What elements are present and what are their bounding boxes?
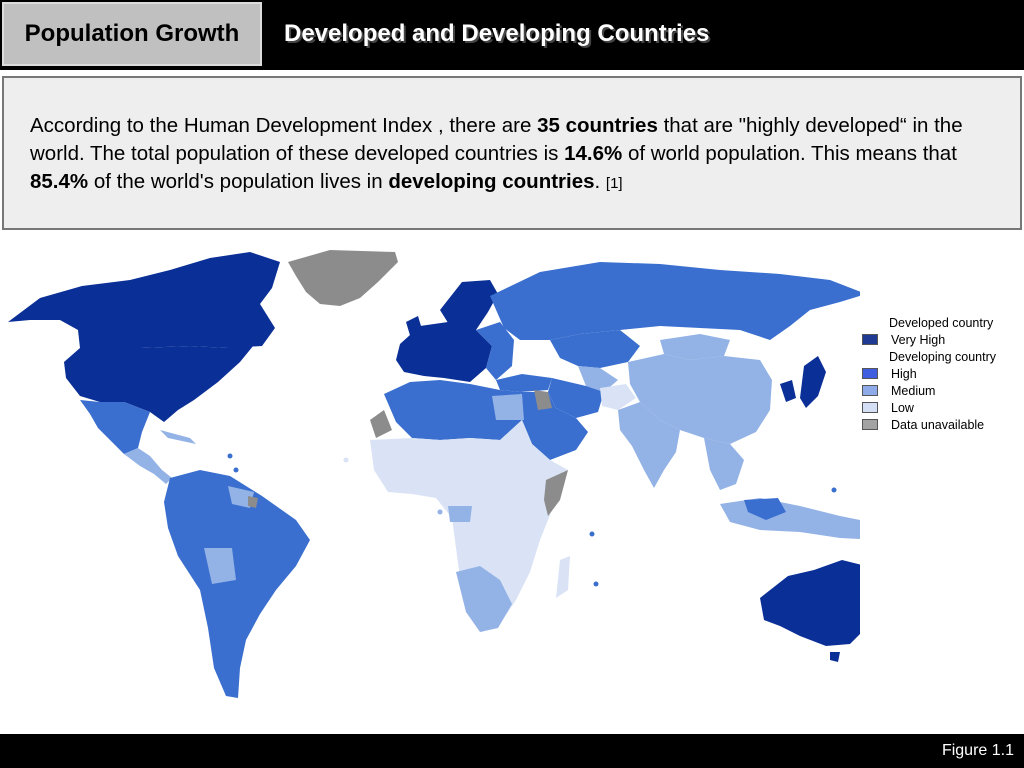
- world-map-svg: [8, 250, 995, 698]
- map-region-usa: [64, 340, 258, 422]
- legend-label: High: [891, 366, 917, 381]
- legend-item: Low: [862, 399, 1022, 416]
- map-region-gabon: [448, 506, 472, 522]
- map-region-korea: [780, 380, 796, 402]
- text-bold: 35 countries: [537, 114, 658, 137]
- map-legend: Developed country Very High Developing c…: [862, 314, 1022, 433]
- slide-title: Developed and Developing Countries: [284, 20, 710, 47]
- map-region-russia: [490, 262, 866, 340]
- map-region-turkey: [496, 374, 552, 392]
- map-region-uk: [406, 316, 424, 342]
- description-box: According to the Human Development Index…: [2, 76, 1022, 230]
- text-part: that are "highly developed“ in the world…: [30, 114, 963, 165]
- legend-swatch: [862, 385, 878, 396]
- map-island: [593, 581, 599, 587]
- header-bar: Population Growth Developed and Developi…: [0, 0, 1024, 70]
- legend-label: Developed country: [889, 315, 994, 330]
- map-region-scandinavia: [440, 280, 498, 334]
- legend-swatch: [862, 402, 878, 413]
- map-island: [233, 467, 239, 473]
- map-region-australia: [760, 560, 880, 646]
- map-region-southern-africa: [456, 566, 512, 632]
- legend-label: Data unavailable: [891, 417, 985, 432]
- legend-item: Very High: [862, 331, 1022, 348]
- text-part: of the world's population lives in: [88, 170, 389, 193]
- map-region-indonesia: [720, 498, 900, 540]
- map-region-subsaharan-africa: [370, 420, 568, 632]
- legend-swatch: [862, 419, 878, 430]
- map-island: [437, 509, 443, 515]
- legend-swatch: [862, 368, 878, 379]
- map-region-caribbean: [160, 430, 196, 444]
- map-region-malaysia: [744, 498, 786, 520]
- text-bold: developing countries: [388, 170, 595, 193]
- legend-item: Developed country: [862, 314, 1022, 331]
- legend-label: Low: [891, 400, 914, 415]
- map-island: [227, 453, 233, 459]
- map-region-somalia-na: [544, 470, 568, 516]
- map-region-central-asia-low: [578, 366, 618, 392]
- world-map: [0, 240, 995, 710]
- legend-label: Developing country: [889, 349, 997, 364]
- map-region-iraq-na: [534, 390, 552, 410]
- figure-label: Figure 1.1: [941, 742, 1014, 759]
- map-region-egypt: [492, 394, 524, 420]
- text-part: of world population. This means that: [622, 142, 957, 165]
- footer-bar: Figure 1.1: [0, 734, 1024, 768]
- map-region-mongolia: [660, 334, 730, 360]
- section-tab[interactable]: Population Growth: [2, 2, 262, 66]
- map-region-madagascar: [556, 556, 570, 598]
- map-region-canada: [8, 252, 280, 348]
- map-region-north-africa: [384, 380, 522, 440]
- legend-label: Medium: [891, 383, 936, 398]
- map-region-iran: [548, 378, 604, 418]
- map-region-mexico: [80, 400, 150, 454]
- map-region-afghanistan: [600, 384, 636, 410]
- legend-swatch: [862, 334, 878, 345]
- map-region-south-america: [164, 470, 310, 698]
- legend-item: Developing country: [862, 348, 1022, 365]
- map-region-bolivia: [204, 548, 236, 584]
- legend-label: Very High: [891, 332, 946, 347]
- legend-item: Medium: [862, 382, 1022, 399]
- map-region-china: [628, 354, 772, 444]
- map-region-french-guiana: [248, 496, 258, 508]
- map-region-guyana: [228, 486, 254, 508]
- map-region-west-sahara-na: [370, 410, 392, 438]
- map-island: [343, 457, 349, 463]
- text-part: According to the Human Development Index…: [30, 114, 538, 137]
- legend-item: High: [862, 365, 1022, 382]
- map-region-central-asia: [550, 330, 640, 368]
- map-region-central-america: [124, 448, 172, 484]
- map-region-greenland: [288, 250, 398, 306]
- map-region-japan: [800, 356, 826, 408]
- text-part: .: [594, 170, 606, 193]
- map-region-eastern-europe: [476, 322, 514, 380]
- map-region-tasmania: [830, 652, 840, 662]
- legend-item: Data unavailable: [862, 416, 1022, 433]
- map-region-arabia: [520, 392, 588, 460]
- text-bold: 85.4%: [30, 170, 89, 193]
- map-region-southeast-asia: [704, 438, 744, 490]
- citation-link[interactable]: [1]: [605, 175, 623, 192]
- map-region-india: [618, 402, 680, 488]
- text-bold: 14.6%: [564, 142, 623, 165]
- map-island: [589, 531, 595, 537]
- map-island: [831, 487, 837, 493]
